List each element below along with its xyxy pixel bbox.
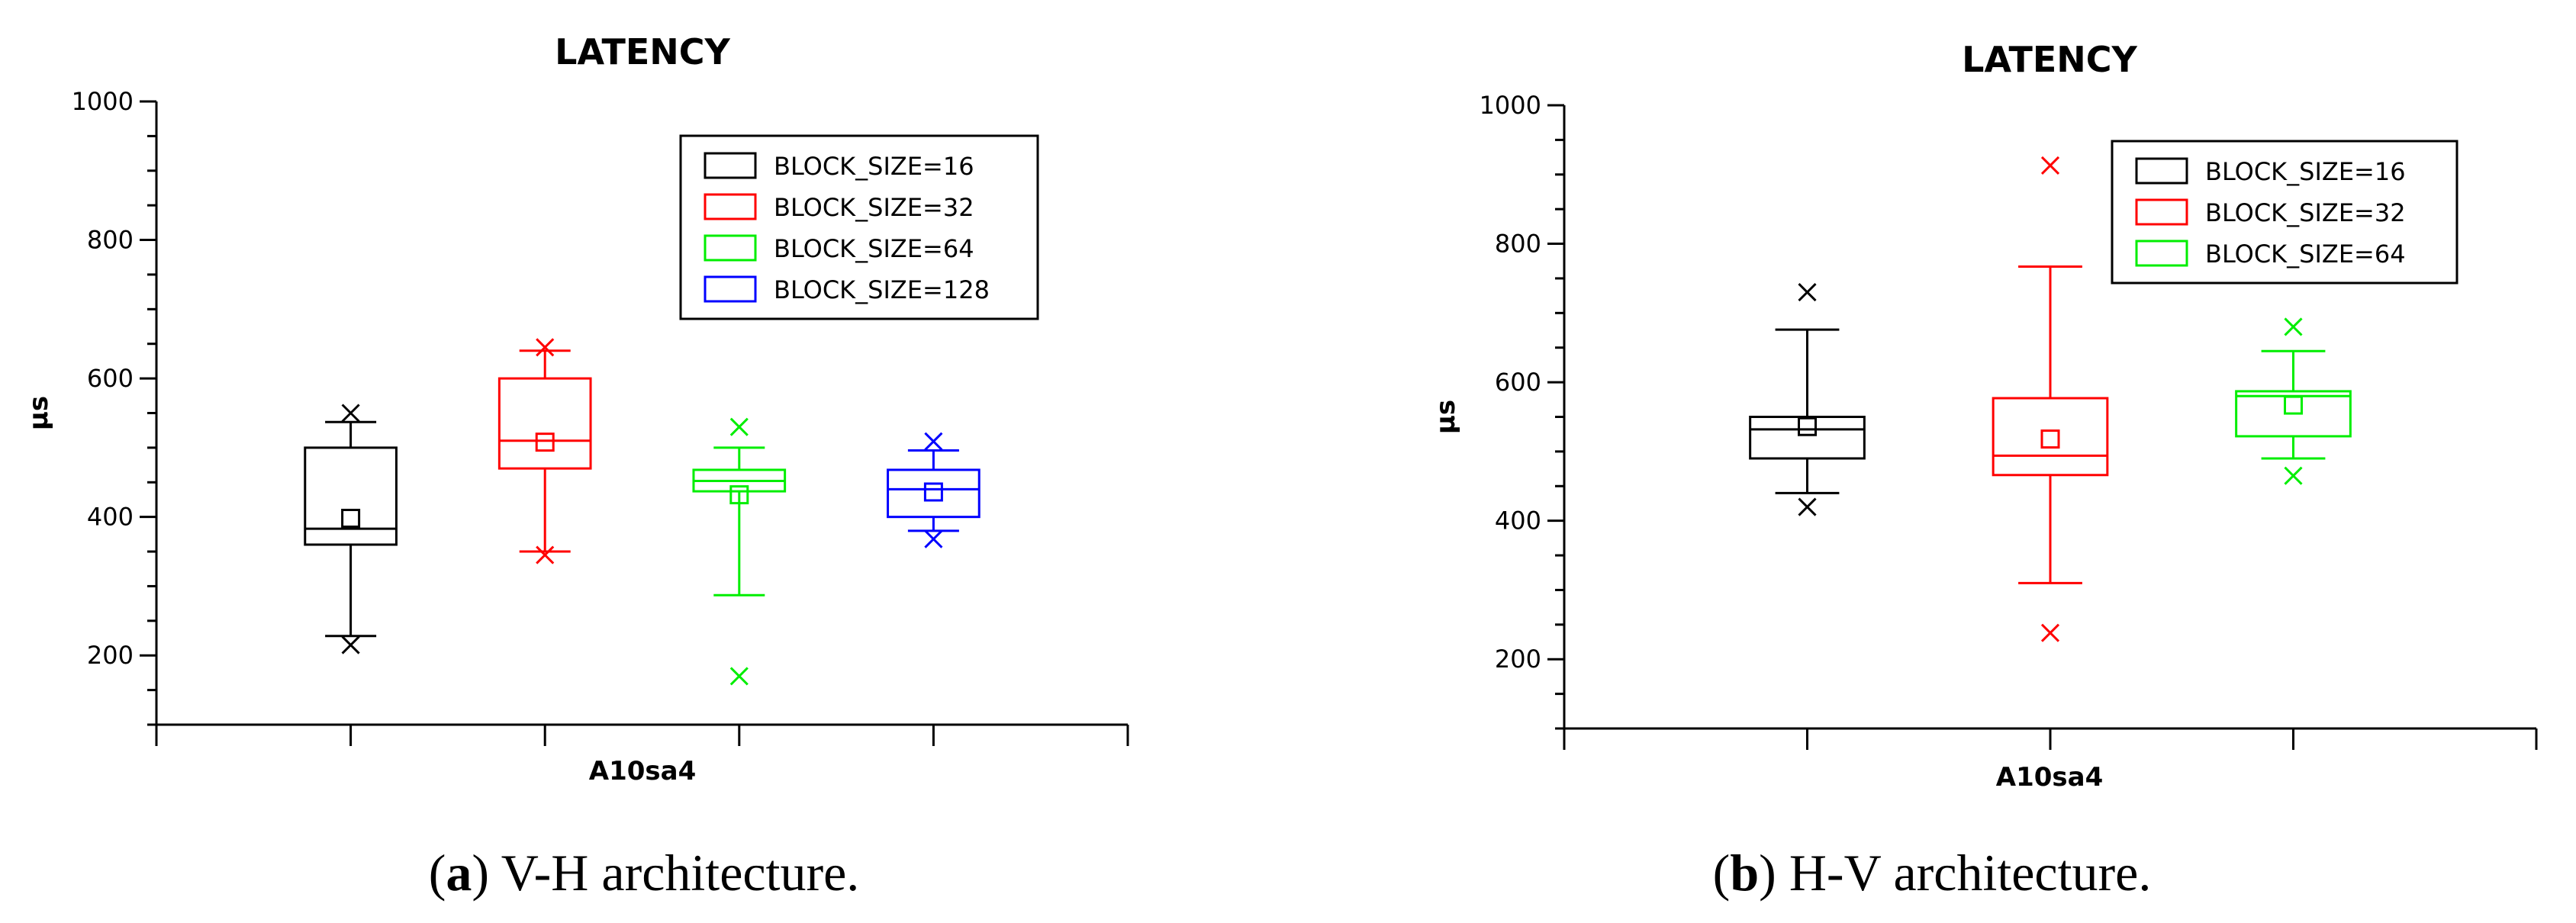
y-tick-label: 200 [1495,645,1541,674]
y-tick-label: 400 [87,503,134,532]
mean-marker [535,433,555,452]
box-b-2 [1992,156,2109,642]
outlier-marker [1798,283,1817,302]
mean-marker [341,508,361,528]
iqr-box [304,446,398,546]
legend-label: BLOCK_SIZE=128 [774,275,990,304]
legend-label: BLOCK_SIZE=16 [774,152,974,181]
chart-panel-b: LATENCY A10sa4 µs 200 400 600 800 1000 BLOCK_SIZ… [1288,0,2576,923]
outlier-marker [341,404,360,423]
x-axis-label: A10sa4 [1996,762,2103,793]
y-tick-label: 400 [1495,507,1541,535]
box-b-1 [1749,283,1866,516]
iqr-box [887,468,980,519]
caption-b: (b) H-V architecture. [1712,844,2152,902]
caption-a: (a) V-H architecture. [428,844,860,902]
outlier-marker [1798,497,1817,516]
outlier-marker [2284,466,2303,485]
legend-swatch [704,275,757,303]
y-tick-label: 1000 [1480,91,1541,120]
legend-b: BLOCK_SIZE=16 BLOCK_SIZE=32 BLOCK_SIZE=64 [2111,140,2458,285]
y-tick-label: 600 [87,364,134,393]
mean-marker [923,482,943,502]
box-a-2 [497,338,592,564]
y-tick-label: 200 [87,641,134,670]
chart-panel-a: LATENCY A10sa4 µs 200 400 600 800 1000 BLOCK_SIZ… [24,31,1129,902]
legend-label: BLOCK_SIZE=64 [2205,240,2406,269]
legend-swatch [2135,198,2188,226]
box-a-3 [692,417,787,686]
outlier-marker [536,545,555,564]
caption-a-text: V-H architecture. [489,844,860,902]
y-axis-label: µs [24,396,54,430]
iqr-box [2235,390,2352,438]
outlier-marker [729,417,749,436]
legend-swatch [704,234,757,262]
outlier-marker [341,635,360,654]
box-a-1 [304,404,398,654]
iqr-box [1749,416,1866,460]
y-tick-label: 800 [87,226,134,255]
legend-a: BLOCK_SIZE=16 BLOCK_SIZE=32 BLOCK_SIZE=64 B… [679,134,1039,320]
iqr-box [497,377,592,470]
legend-swatch [2135,157,2188,185]
legend-label: BLOCK_SIZE=32 [774,193,974,222]
legend-label: BLOCK_SIZE=16 [2205,157,2406,186]
y-tick-label: 1000 [72,87,134,116]
y-axis-label: µs [1431,400,1461,434]
legend-label: BLOCK_SIZE=64 [774,234,974,263]
outlier-marker [729,667,749,686]
outlier-marker [536,338,555,357]
legend-frame [679,134,1039,320]
outlier-marker [924,529,943,548]
caption-b-letter: b [1730,844,1760,902]
caption-a-letter: a [446,844,472,902]
box-plot-b: LATENCY A10sa4 µs 200 400 600 800 1000 BLOCK_SIZ… [1431,39,2538,793]
chart-title: LATENCY [1962,39,2137,80]
legend-label: BLOCK_SIZE=32 [2205,198,2406,227]
caption-b-text: H-V architecture. [1776,844,2152,902]
box-a-4 [887,432,980,548]
legend-swatch [2135,240,2188,267]
legend-swatch [704,193,757,220]
chart-title: LATENCY [555,31,730,72]
mean-marker [729,485,749,505]
outlier-marker [2284,317,2303,336]
outlier-marker [924,432,943,451]
legend-swatch [704,152,757,179]
box-plot-a: LATENCY A10sa4 µs 200 400 600 800 1000 BLOCK_SIZ… [24,31,1129,786]
box-b-3 [2235,317,2352,485]
y-tick-label: 800 [1495,230,1541,259]
iqr-box [1992,397,2109,477]
outlier-marker [2040,623,2060,642]
mean-marker [1798,416,1817,436]
outlier-marker [2040,156,2060,175]
legend-frame [2111,140,2458,285]
mean-marker [2284,395,2303,415]
y-tick-label: 600 [1495,368,1541,397]
mean-marker [2040,429,2060,449]
x-axis-label: A10sa4 [589,756,696,786]
